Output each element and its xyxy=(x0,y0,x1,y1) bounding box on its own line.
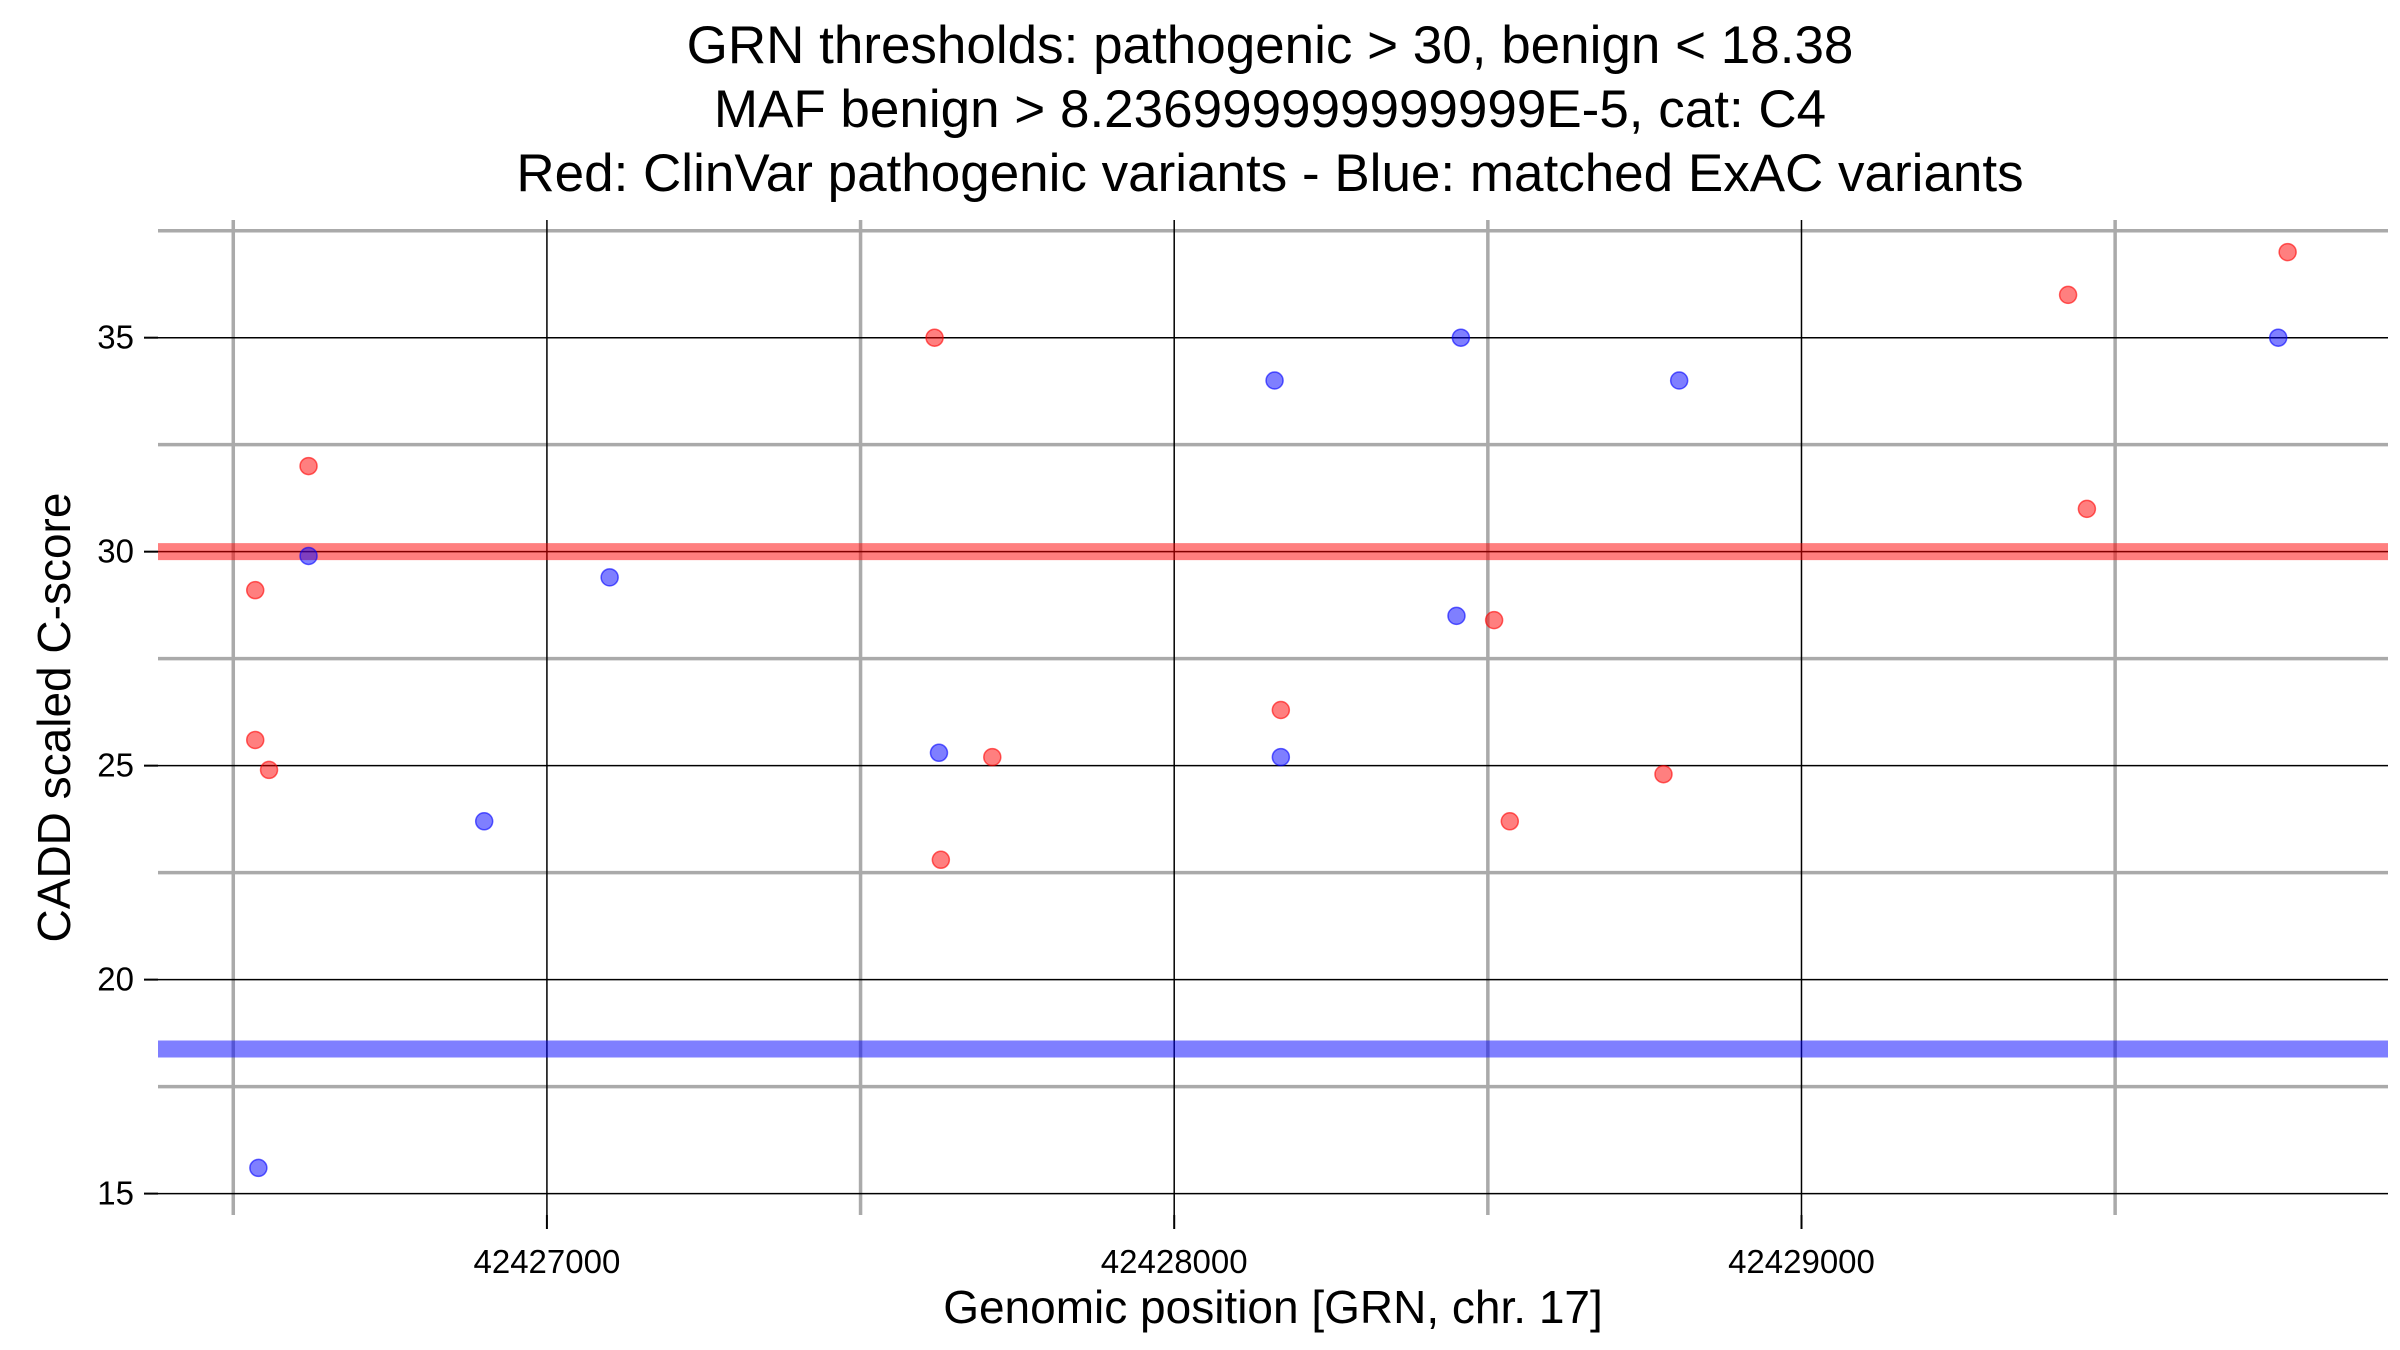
data-points xyxy=(245,242,2297,1178)
y-axis-title: CADD scaled C-score xyxy=(28,493,80,943)
clinvar-pathogenic-point xyxy=(2278,242,2297,262)
clinvar-pathogenic-point xyxy=(2077,499,2097,519)
clinvar-pathogenic-point xyxy=(245,580,265,600)
chart-title: GRN thresholds: pathogenic > 30, benign … xyxy=(0,14,2400,206)
clinvar-pathogenic-point xyxy=(1271,700,1291,720)
clinvar-pathogenic-point xyxy=(245,730,265,750)
y-tick-label: 20 xyxy=(97,961,134,998)
exac-variant-point xyxy=(600,568,619,587)
exac-variant-point xyxy=(474,812,494,831)
clinvar-pathogenic-point xyxy=(931,850,951,870)
y-tick-label: 25 xyxy=(97,747,134,784)
y-tick-label: 30 xyxy=(97,533,134,570)
clinvar-pathogenic-point xyxy=(1654,764,1673,784)
minor-gridlines xyxy=(158,220,2388,1215)
clinvar-pathogenic-point xyxy=(2058,285,2078,305)
clinvar-pathogenic-point xyxy=(1484,610,1504,630)
exac-variant-point xyxy=(1669,371,1689,390)
exac-variant-point xyxy=(929,743,949,763)
exac-variant-point xyxy=(1271,747,1291,767)
chart-title-line-1: GRN thresholds: pathogenic > 30, benign … xyxy=(686,16,1854,75)
major-gridlines xyxy=(158,220,2388,1215)
clinvar-pathogenic-point xyxy=(299,456,318,476)
exac-variant-point xyxy=(1265,371,1284,390)
exac-variant-point xyxy=(299,546,318,566)
chart-title-line-3: Red: ClinVar pathogenic variants - Blue:… xyxy=(516,144,2024,203)
x-axis-title: Genomic position [GRN, chr. 17] xyxy=(943,1281,1603,1333)
exac-variant-point xyxy=(249,1158,268,1178)
tick-labels: 15 20 25 30 35 42427000 42428000 42429000 xyxy=(97,319,1875,1280)
exac-variant-point xyxy=(2268,328,2288,347)
threshold-lines xyxy=(158,543,2388,1058)
clinvar-pathogenic-point xyxy=(983,747,1002,767)
clinvar-pathogenic-point xyxy=(925,328,944,347)
exac-variant-point xyxy=(1447,606,1466,626)
y-tick-label: 15 xyxy=(97,1175,134,1212)
x-tick-label: 42428000 xyxy=(1101,1243,1248,1280)
y-tick-label: 35 xyxy=(97,319,134,356)
chart-title-line-2: MAF benign > 8.236999999999999E-5, cat: … xyxy=(713,80,1827,139)
exac-variant-point xyxy=(1451,328,1471,347)
clinvar-pathogenic-point xyxy=(1500,812,1520,831)
axis-ticks xyxy=(144,336,1803,1229)
clinvar-pathogenic-point xyxy=(259,760,279,780)
x-tick-label: 42427000 xyxy=(474,1243,621,1280)
x-tick-label: 42429000 xyxy=(1728,1243,1875,1280)
